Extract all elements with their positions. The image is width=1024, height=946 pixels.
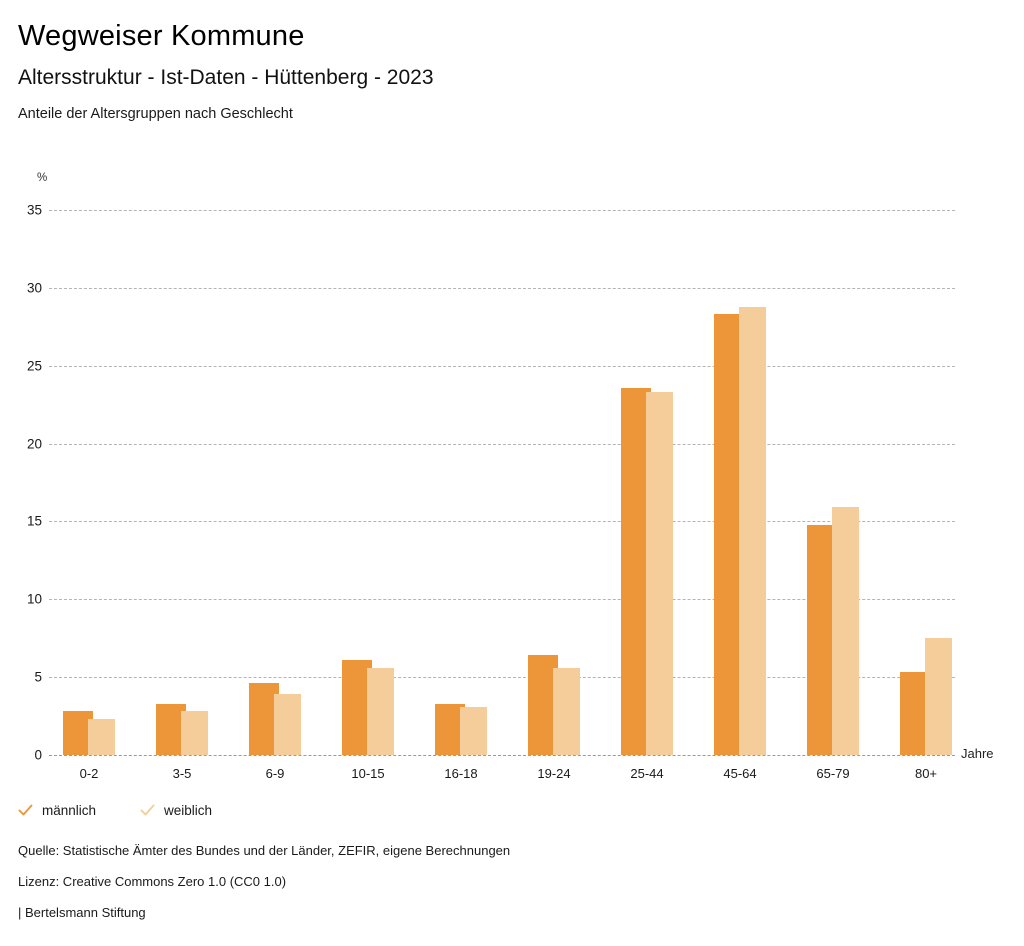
bar-weiblich-0-2[interactable] (88, 719, 115, 755)
check-icon[interactable] (140, 803, 155, 818)
legend-label: weiblich (164, 803, 213, 818)
x-axis-tick-label: 65-79 (816, 766, 850, 781)
y-axis-tick-label: 30 (26, 280, 42, 296)
footer-line-2: | Bertelsmann Stiftung (18, 905, 146, 920)
bar-weiblich-45-64[interactable] (739, 306, 766, 755)
x-axis-tick-label: 45-64 (723, 766, 757, 781)
y-axis-unit-label: % (37, 172, 48, 184)
legend-label: männlich (42, 803, 97, 818)
bar-weiblich-25-44[interactable] (646, 392, 673, 755)
chart-footer: Quelle: Statistische Ämter des Bundes un… (18, 843, 978, 936)
bar-weiblich-10-15[interactable] (367, 667, 394, 755)
gridline (49, 365, 955, 367)
gridline (49, 677, 955, 679)
gridline (49, 443, 955, 445)
y-axis-tick-label: 0 (34, 747, 42, 763)
x-axis-unit-label: Jahre (961, 746, 994, 761)
legend-item-weiblich[interactable]: weiblich (140, 803, 212, 818)
footer-line-1: Lizenz: Creative Commons Zero 1.0 (CC0 1… (18, 874, 287, 889)
y-axis-tick-label: 10 (26, 591, 42, 607)
y-axis-tick-label: 5 (34, 669, 42, 685)
y-axis-tick-label: 35 (26, 202, 42, 218)
bar-weiblich-16-18[interactable] (460, 706, 487, 755)
chart-subtitle: Altersstruktur - Ist-Daten - Hüttenberg … (18, 66, 434, 89)
bar-weiblich-6-9[interactable] (274, 694, 301, 755)
gridline (49, 755, 955, 756)
x-axis-tick-label: 25-44 (630, 766, 664, 781)
legend-item-männlich[interactable]: männlich (18, 803, 96, 818)
chart-legend: männlich weiblich (18, 803, 256, 818)
x-axis-tick-label: 16-18 (444, 766, 478, 781)
gridline (49, 599, 955, 601)
x-axis-tick-label: 3-5 (172, 766, 192, 781)
y-axis-tick-label: 20 (26, 436, 42, 452)
bar-weiblich-80+[interactable] (925, 638, 952, 755)
y-axis-tick-label: 15 (26, 513, 42, 529)
x-axis-tick-label: 10-15 (351, 766, 385, 781)
page-title: Wegweiser Kommune (18, 20, 305, 52)
y-axis-tick-label: 25 (26, 358, 42, 374)
x-axis-tick-label: 0-2 (79, 766, 99, 781)
check-icon[interactable] (18, 803, 33, 818)
chart-description: Anteile der Altersgruppen nach Geschlech… (18, 106, 293, 122)
gridline (49, 521, 955, 523)
x-axis-tick-label: 6-9 (265, 766, 285, 781)
gridline (49, 210, 955, 211)
gridline (49, 287, 955, 289)
bar-weiblich-65-79[interactable] (832, 507, 859, 755)
x-axis-tick-label: 19-24 (537, 766, 571, 781)
x-axis-tick-label: 80+ (914, 766, 938, 781)
bar-weiblich-3-5[interactable] (181, 711, 208, 755)
footer-line-0: Quelle: Statistische Ämter des Bundes un… (18, 843, 511, 858)
bar-weiblich-19-24[interactable] (553, 667, 580, 755)
